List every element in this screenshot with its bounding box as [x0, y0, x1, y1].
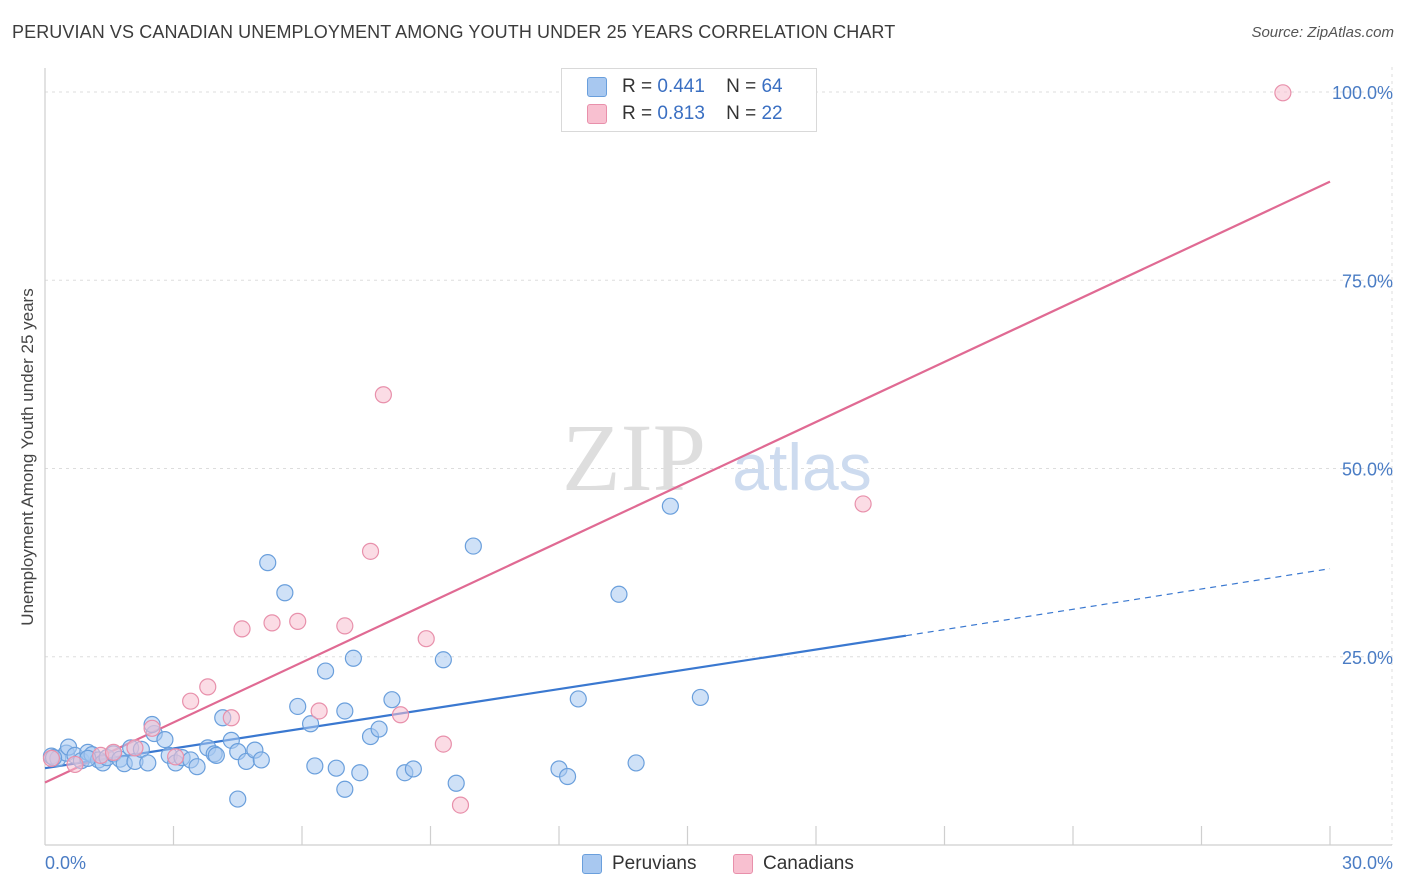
gridlines — [45, 67, 1393, 845]
peruvian-point — [306, 757, 324, 775]
correlation-legend: R = 0.441 N = 64 R = 0.813 N = 22 — [561, 68, 817, 132]
peruvians-n-label: N = — [726, 76, 757, 97]
watermark-atlas: atlas — [732, 430, 871, 504]
legend-canadians-text: R = 0.813 N = 22 — [622, 103, 783, 125]
canadian-point — [263, 614, 281, 632]
bottom-legend-canadians: Canadians — [733, 852, 854, 876]
canadians-swatch — [587, 104, 607, 124]
canadian-point — [126, 739, 144, 757]
canadians-n-value: 22 — [761, 103, 783, 124]
canadian-point — [374, 386, 392, 404]
peruvian-point — [252, 751, 270, 769]
canadian-point — [310, 702, 328, 720]
canadian-point — [66, 755, 84, 774]
trend-line-canadians — [44, 180, 1331, 784]
peruvian-point — [627, 754, 645, 772]
tick-labels: 25.0% 50.0% 75.0% 100.0% 0.0% 30.0% — [45, 83, 1393, 873]
peruvian-point — [336, 780, 354, 798]
axes — [44, 68, 1392, 846]
bottom-canadians-swatch — [733, 854, 753, 874]
peruvians-points — [42, 497, 709, 808]
canadian-point — [361, 542, 380, 560]
peruvian-point — [316, 662, 335, 680]
peruvian-point — [301, 715, 320, 733]
peruvian-point — [691, 688, 709, 707]
peruvians-r-label: R = — [622, 76, 653, 97]
bottom-peruvians-swatch — [582, 854, 602, 874]
peruvian-point — [464, 537, 482, 555]
canadians-points — [42, 84, 1292, 814]
canadian-point — [182, 692, 200, 710]
legend-row-peruvians: R = 0.441 N = 64 — [587, 75, 783, 99]
canadians-r-label: R = — [622, 103, 653, 124]
canadian-point — [289, 612, 307, 630]
peruvian-point — [558, 767, 577, 786]
peruvians-n-value: 64 — [761, 76, 783, 97]
canadian-point — [42, 749, 61, 768]
canadian-point — [391, 706, 410, 724]
watermark: ZIP atlas — [562, 404, 872, 511]
peruvian-point — [383, 691, 401, 709]
peruvian-point — [156, 730, 174, 749]
peruvian-point — [447, 774, 465, 792]
y-tick-label: 100.0% — [1332, 83, 1393, 103]
peruvian-point — [327, 759, 345, 777]
legend-row-canadians: R = 0.813 N = 22 — [587, 102, 783, 126]
canadian-point — [451, 796, 470, 814]
x-tick-label: 30.0% — [1342, 853, 1393, 873]
trend-lines — [44, 180, 1331, 784]
peruvian-point — [229, 790, 247, 808]
canadian-point — [417, 630, 435, 648]
bottom-canadians-label: Canadians — [763, 853, 854, 874]
peruvian-point — [259, 554, 277, 572]
canadian-point — [167, 748, 185, 766]
canadian-point — [434, 735, 452, 753]
peruvians-r-value: 0.441 — [657, 76, 705, 97]
peruvian-point — [276, 584, 294, 602]
x-tick-label: 0.0% — [45, 853, 86, 873]
canadian-point — [222, 709, 240, 727]
trend-line-peruvians — [44, 634, 907, 770]
peruvian-point — [610, 585, 628, 603]
peruvian-point — [188, 758, 206, 776]
bottom-legend-peruvians: Peruvians — [582, 852, 697, 876]
y-tick-label: 75.0% — [1342, 271, 1393, 291]
canadians-r-value: 0.813 — [657, 103, 705, 124]
watermark-zip: ZIP — [562, 404, 706, 511]
canadian-point — [854, 495, 872, 513]
canadian-point — [143, 719, 161, 737]
peruvian-point — [569, 690, 587, 708]
peruvian-point — [370, 720, 388, 738]
peruvian-point — [139, 754, 157, 772]
trend-line-dashed-peruvians — [905, 568, 1331, 637]
canadian-point — [104, 743, 123, 761]
peruvian-point — [351, 764, 369, 782]
peruvian-point — [344, 649, 362, 667]
peruvian-point — [434, 651, 452, 669]
chart-title: PERUVIAN VS CANADIAN UNEMPLOYMENT AMONG … — [12, 22, 896, 42]
peruvian-point — [336, 702, 354, 720]
peruvians-swatch — [587, 77, 607, 97]
canadians-n-label: N = — [726, 103, 757, 124]
canadian-point — [233, 620, 251, 638]
canadian-point — [336, 617, 354, 635]
canadian-point — [1274, 84, 1292, 102]
legend-peruvians-text: R = 0.441 N = 64 — [622, 76, 783, 98]
peruvian-point — [661, 497, 679, 515]
canadian-point — [199, 678, 217, 696]
source-label: Source: ZipAtlas.com — [1251, 24, 1394, 41]
y-tick-label: 25.0% — [1342, 648, 1393, 668]
peruvian-point — [289, 697, 307, 716]
y-tick-label: 50.0% — [1342, 460, 1393, 480]
peruvian-point — [207, 746, 225, 765]
peruvian-point — [404, 760, 422, 778]
bottom-peruvians-label: Peruvians — [612, 853, 697, 874]
